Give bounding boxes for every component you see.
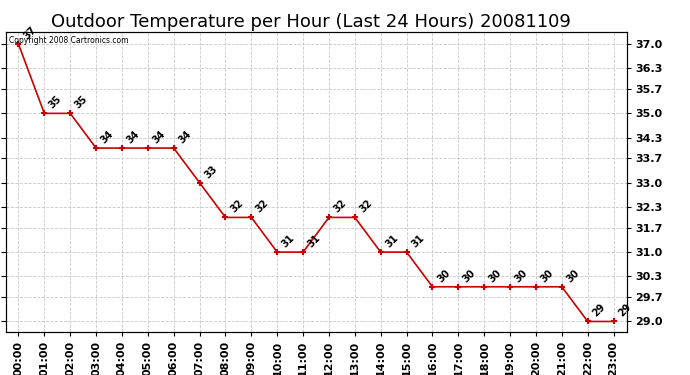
Text: 35: 35 — [47, 94, 63, 111]
Text: 30: 30 — [435, 267, 452, 284]
Text: 30: 30 — [513, 267, 529, 284]
Text: 37: 37 — [21, 25, 38, 41]
Text: 29: 29 — [616, 302, 633, 319]
Text: 32: 32 — [228, 198, 245, 214]
Text: 35: 35 — [73, 94, 90, 111]
Text: 34: 34 — [177, 129, 193, 145]
Text: 31: 31 — [384, 233, 400, 249]
Text: 33: 33 — [202, 164, 219, 180]
Text: 31: 31 — [409, 233, 426, 249]
Text: Outdoor Temperature per Hour (Last 24 Hours) 20081109: Outdoor Temperature per Hour (Last 24 Ho… — [50, 13, 571, 31]
Text: 30: 30 — [461, 267, 477, 284]
Text: 32: 32 — [254, 198, 270, 214]
Text: 32: 32 — [357, 198, 374, 214]
Text: 34: 34 — [150, 129, 167, 145]
Text: 31: 31 — [306, 233, 322, 249]
Text: 30: 30 — [487, 267, 504, 284]
Text: 31: 31 — [280, 233, 297, 249]
Text: 34: 34 — [99, 129, 115, 145]
Text: 30: 30 — [539, 267, 555, 284]
Text: 30: 30 — [564, 267, 581, 284]
Text: 34: 34 — [125, 129, 141, 145]
Text: 29: 29 — [591, 302, 607, 319]
Text: Copyright 2008 Cartronics.com: Copyright 2008 Cartronics.com — [8, 36, 128, 45]
Text: 32: 32 — [332, 198, 348, 214]
